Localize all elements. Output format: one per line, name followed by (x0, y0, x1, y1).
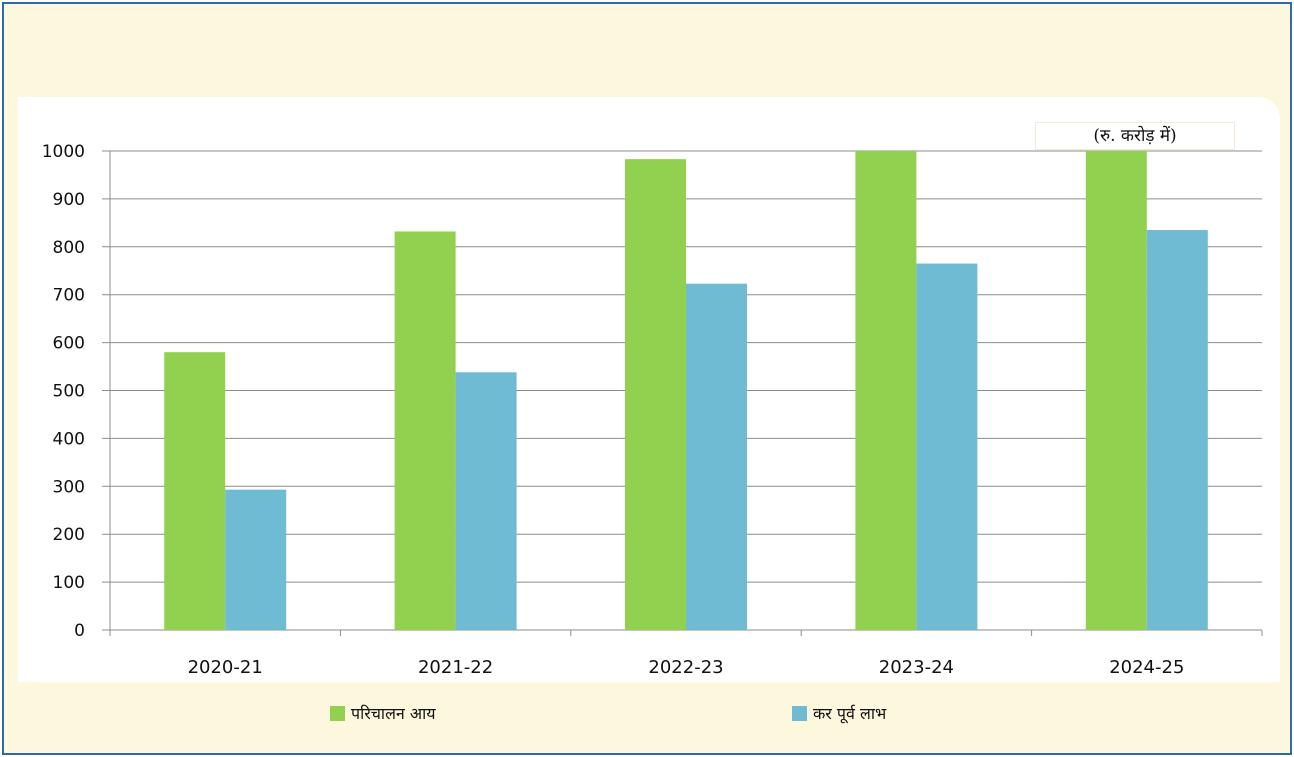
y-tick-label: 100 (53, 573, 85, 593)
x-tick-label: 2022-23 (648, 657, 723, 678)
y-tick-label: 0 (74, 621, 85, 641)
legend-item-operating-income: परिचालन आय (330, 702, 436, 724)
x-tick-label: 2021-22 (418, 657, 493, 678)
y-tick-label: 800 (53, 238, 85, 258)
bar-profit-before-tax (686, 283, 747, 630)
bar-operating-income (164, 352, 226, 630)
bar-profit-before-tax (455, 372, 517, 630)
x-tick-label: 2023-24 (879, 657, 954, 678)
y-tick-label: 200 (53, 525, 85, 545)
bar-profit-before-tax (916, 263, 978, 630)
y-tick-label: 900 (53, 190, 85, 210)
bar-operating-income (855, 151, 917, 630)
x-tick-label: 2024-25 (1109, 657, 1184, 678)
legend-item-profit-before-tax: कर पूर्व लाभ (792, 702, 886, 724)
bar-profit-before-tax (225, 489, 287, 630)
unit-label: (रु. करोड़ में) (1035, 122, 1235, 150)
x-tick-label: 2020-21 (188, 657, 263, 678)
y-tick-label: 400 (53, 429, 85, 449)
bar-operating-income (625, 159, 686, 630)
y-tick-label: 600 (53, 334, 85, 354)
legend-label-operating-income: परिचालन आय (351, 704, 436, 723)
legend-swatch-profit-before-tax (792, 705, 807, 721)
y-tick-label: 500 (53, 382, 85, 402)
y-tick-label: 700 (53, 286, 85, 306)
bar-operating-income (1085, 151, 1147, 630)
bar-profit-before-tax (1146, 230, 1208, 630)
y-tick-label: 1000 (42, 142, 85, 162)
y-tick-label: 300 (53, 477, 85, 497)
legend-swatch-operating-income (330, 705, 345, 721)
bar-operating-income (394, 231, 456, 631)
legend-label-profit-before-tax: कर पूर्व लाभ (813, 704, 887, 723)
